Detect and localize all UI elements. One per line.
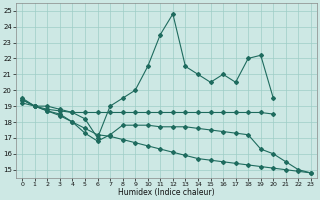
X-axis label: Humidex (Indice chaleur): Humidex (Indice chaleur): [118, 188, 215, 197]
